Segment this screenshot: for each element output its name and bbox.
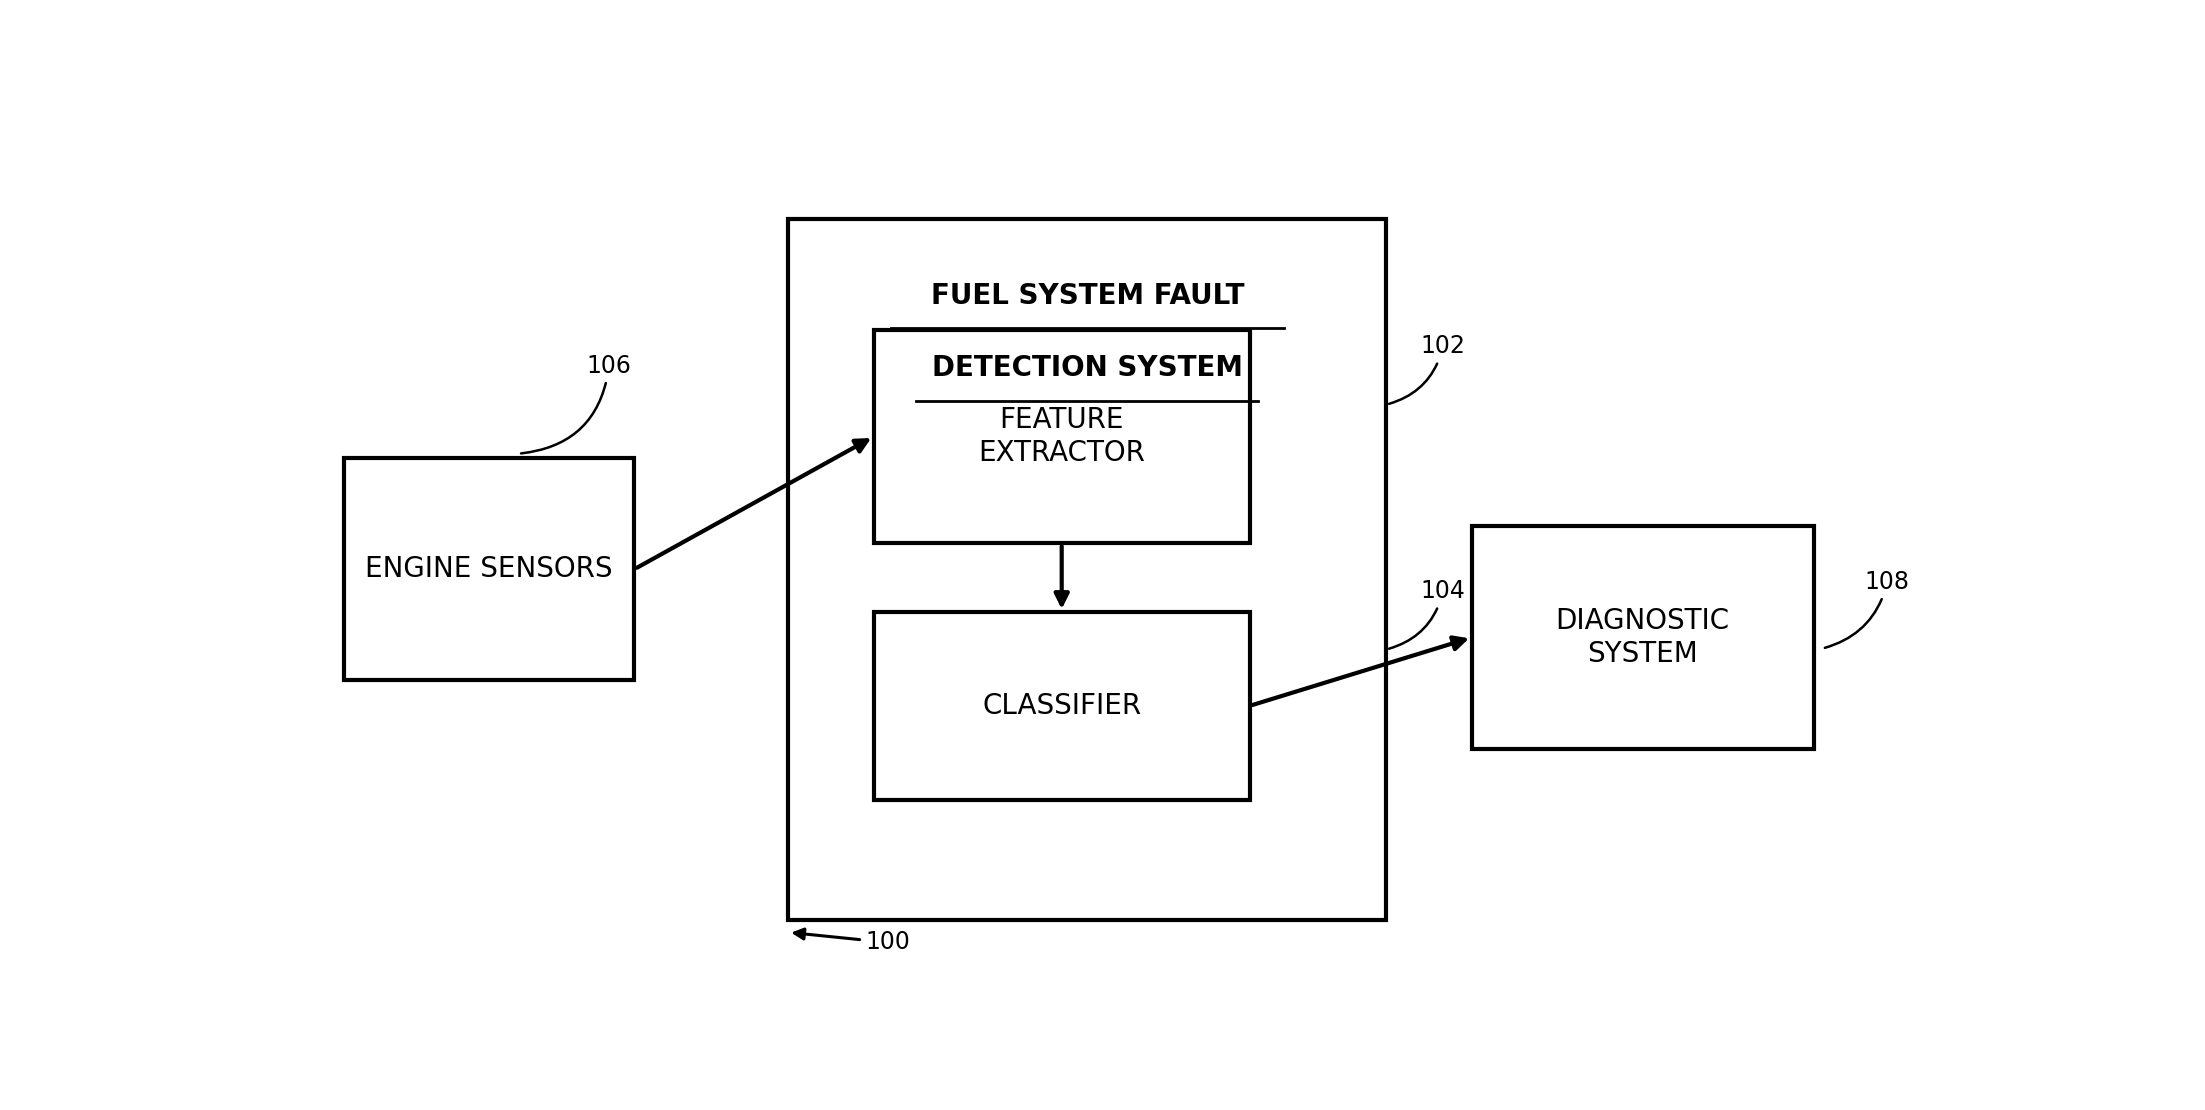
Text: 102: 102 [1389,334,1466,404]
Bar [873,330,1250,544]
Text: CLASSIFIER: CLASSIFIER [981,692,1142,720]
Text: DETECTION SYSTEM: DETECTION SYSTEM [933,354,1244,382]
Text: 108: 108 [1826,569,1910,648]
Text: FUEL SYSTEM FAULT: FUEL SYSTEM FAULT [931,282,1244,310]
Text: 104: 104 [1389,579,1466,648]
Bar [873,612,1250,800]
Text: FEATURE
EXTRACTOR: FEATURE EXTRACTOR [979,406,1144,467]
Bar [344,458,635,680]
Text: ENGINE SENSORS: ENGINE SENSORS [366,555,613,583]
Bar [1473,526,1813,748]
Text: 106: 106 [520,353,631,453]
Bar [789,219,1387,919]
Text: DIAGNOSTIC
SYSTEM: DIAGNOSTIC SYSTEM [1557,607,1729,668]
Text: 100: 100 [794,929,911,955]
